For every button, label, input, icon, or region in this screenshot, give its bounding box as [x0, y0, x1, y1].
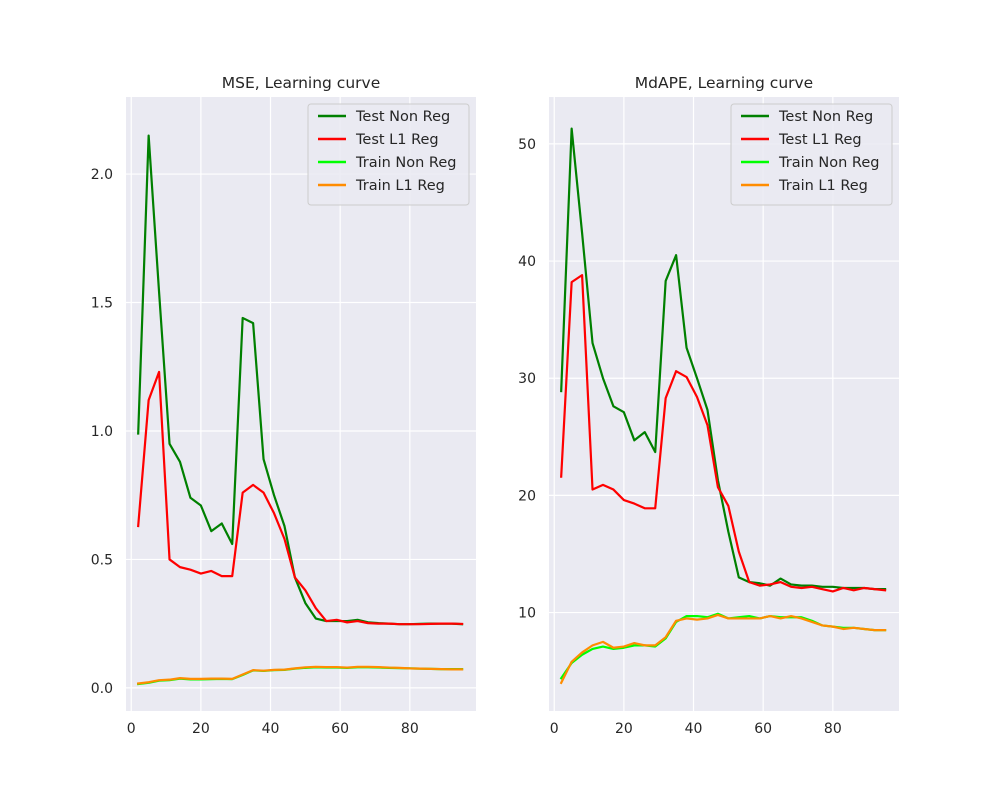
y-tick-label: 50 — [518, 137, 536, 153]
legend-label-test-l1-reg: Test L1 Reg — [778, 132, 862, 148]
y-tick-label: 30 — [518, 371, 536, 387]
legend-label-train-non-reg: Train Non Reg — [778, 155, 879, 171]
chart-title: MdAPE, Learning curve — [635, 74, 813, 92]
legend: Test Non Reg Test L1 Reg Train Non Reg Trai… — [307, 103, 470, 206]
y-tick-label: 40 — [518, 254, 536, 270]
series-line-test-l1-reg — [137, 370, 464, 626]
series-line-train-l1-reg — [559, 613, 887, 685]
legend-label-test-non-reg: Test Non Reg — [355, 109, 450, 125]
y-tick-label: 1.5 — [91, 296, 113, 312]
legend-box — [730, 103, 893, 206]
legend-label-train-l1-reg: Train L1 Reg — [778, 178, 868, 194]
x-tick-label: 0 — [127, 721, 136, 737]
chart-title: MSE, Learning curve — [222, 74, 381, 92]
legend-label-train-l1-reg: Train L1 Reg — [355, 178, 445, 194]
y-tick-label: 20 — [518, 488, 536, 504]
y-tick-label: 0.5 — [91, 552, 113, 568]
legend-box — [307, 103, 470, 206]
series-line-test-l1-reg — [560, 274, 887, 593]
legend-label-test-non-reg: Test Non Reg — [778, 109, 873, 125]
x-tick-label: 20 — [192, 721, 210, 737]
y-tick-label: 0.0 — [91, 681, 113, 697]
x-tick-label: 40 — [685, 721, 703, 737]
x-tick-label: 80 — [401, 721, 419, 737]
series-line-test-non-reg — [560, 127, 887, 591]
x-tick-label: 20 — [615, 721, 633, 737]
x-tick-label: 0 — [550, 721, 559, 737]
mdape-learning-curve-panel: 0 20 40 60 80 10 20 30 40 50 MdAPE, Learning curve… — [518, 74, 899, 737]
series-line-train-l1-reg — [136, 665, 464, 685]
legend-label-train-non-reg: Train Non Reg — [355, 155, 456, 171]
x-tick-label: 80 — [824, 721, 842, 737]
x-tick-label: 40 — [262, 721, 280, 737]
x-tick-label: 60 — [331, 721, 349, 737]
y-tick-label: 2.0 — [91, 167, 113, 183]
legend: Test Non Reg Test L1 Reg Train Non Reg Trai… — [730, 103, 893, 206]
y-tick-label: 1.0 — [91, 424, 113, 440]
x-tick-label: 60 — [754, 721, 772, 737]
mse-learning-curve-panel: 0 20 40 60 80 0.0 0.5 1.0 1.5 2.0 MSE, Learning cu… — [91, 74, 476, 737]
y-tick-label: 10 — [518, 606, 536, 622]
legend-label-test-l1-reg: Test L1 Reg — [355, 132, 439, 148]
